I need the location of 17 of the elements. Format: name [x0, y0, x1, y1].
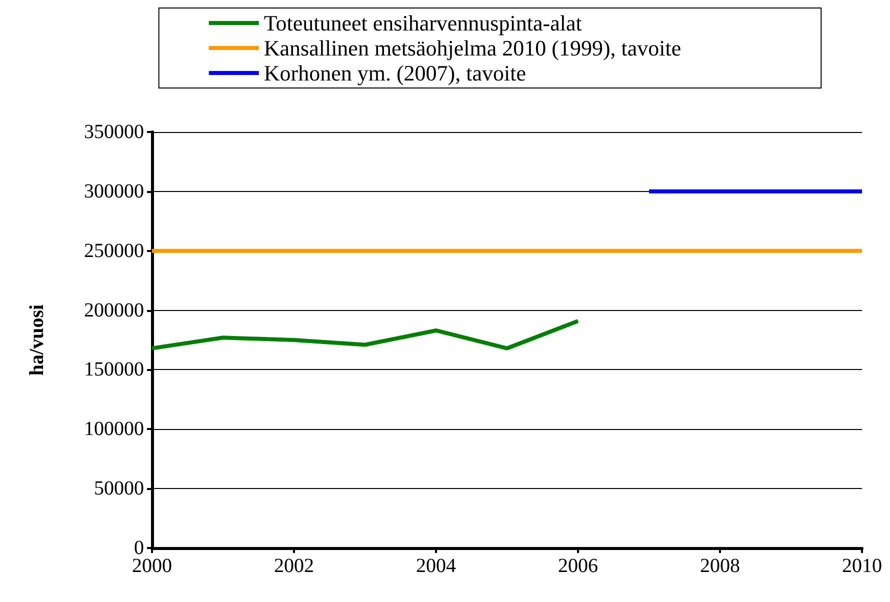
line-series — [150, 318, 580, 350]
x-tick-label: 2008 — [700, 555, 740, 577]
legend-label: Korhonen ym. (2007), tavoite — [264, 60, 526, 86]
x-tick-label: 2002 — [274, 555, 314, 577]
x-tick-label: 2004 — [416, 555, 456, 577]
legend-label: Toteutuneet ensiharvennuspinta-alat — [264, 10, 582, 36]
legend-label: Kansallinen metsäohjelma 2010 (1999), tavoite — [264, 36, 682, 60]
y-axis-title: ha/vuosi — [26, 304, 48, 376]
y-tick-label: 200000 — [84, 299, 144, 322]
y-tick-label: 300000 — [84, 180, 144, 202]
y-tick-label: 100000 — [84, 418, 144, 440]
y-tick-label: 50000 — [94, 478, 144, 500]
y-tick-label: 350000 — [84, 121, 144, 143]
x-tick-label: 2010 — [842, 555, 882, 577]
x-tick-label: 2006 — [558, 555, 598, 577]
y-tick-label: 150000 — [84, 358, 144, 381]
y-tick-label: 250000 — [84, 240, 144, 262]
